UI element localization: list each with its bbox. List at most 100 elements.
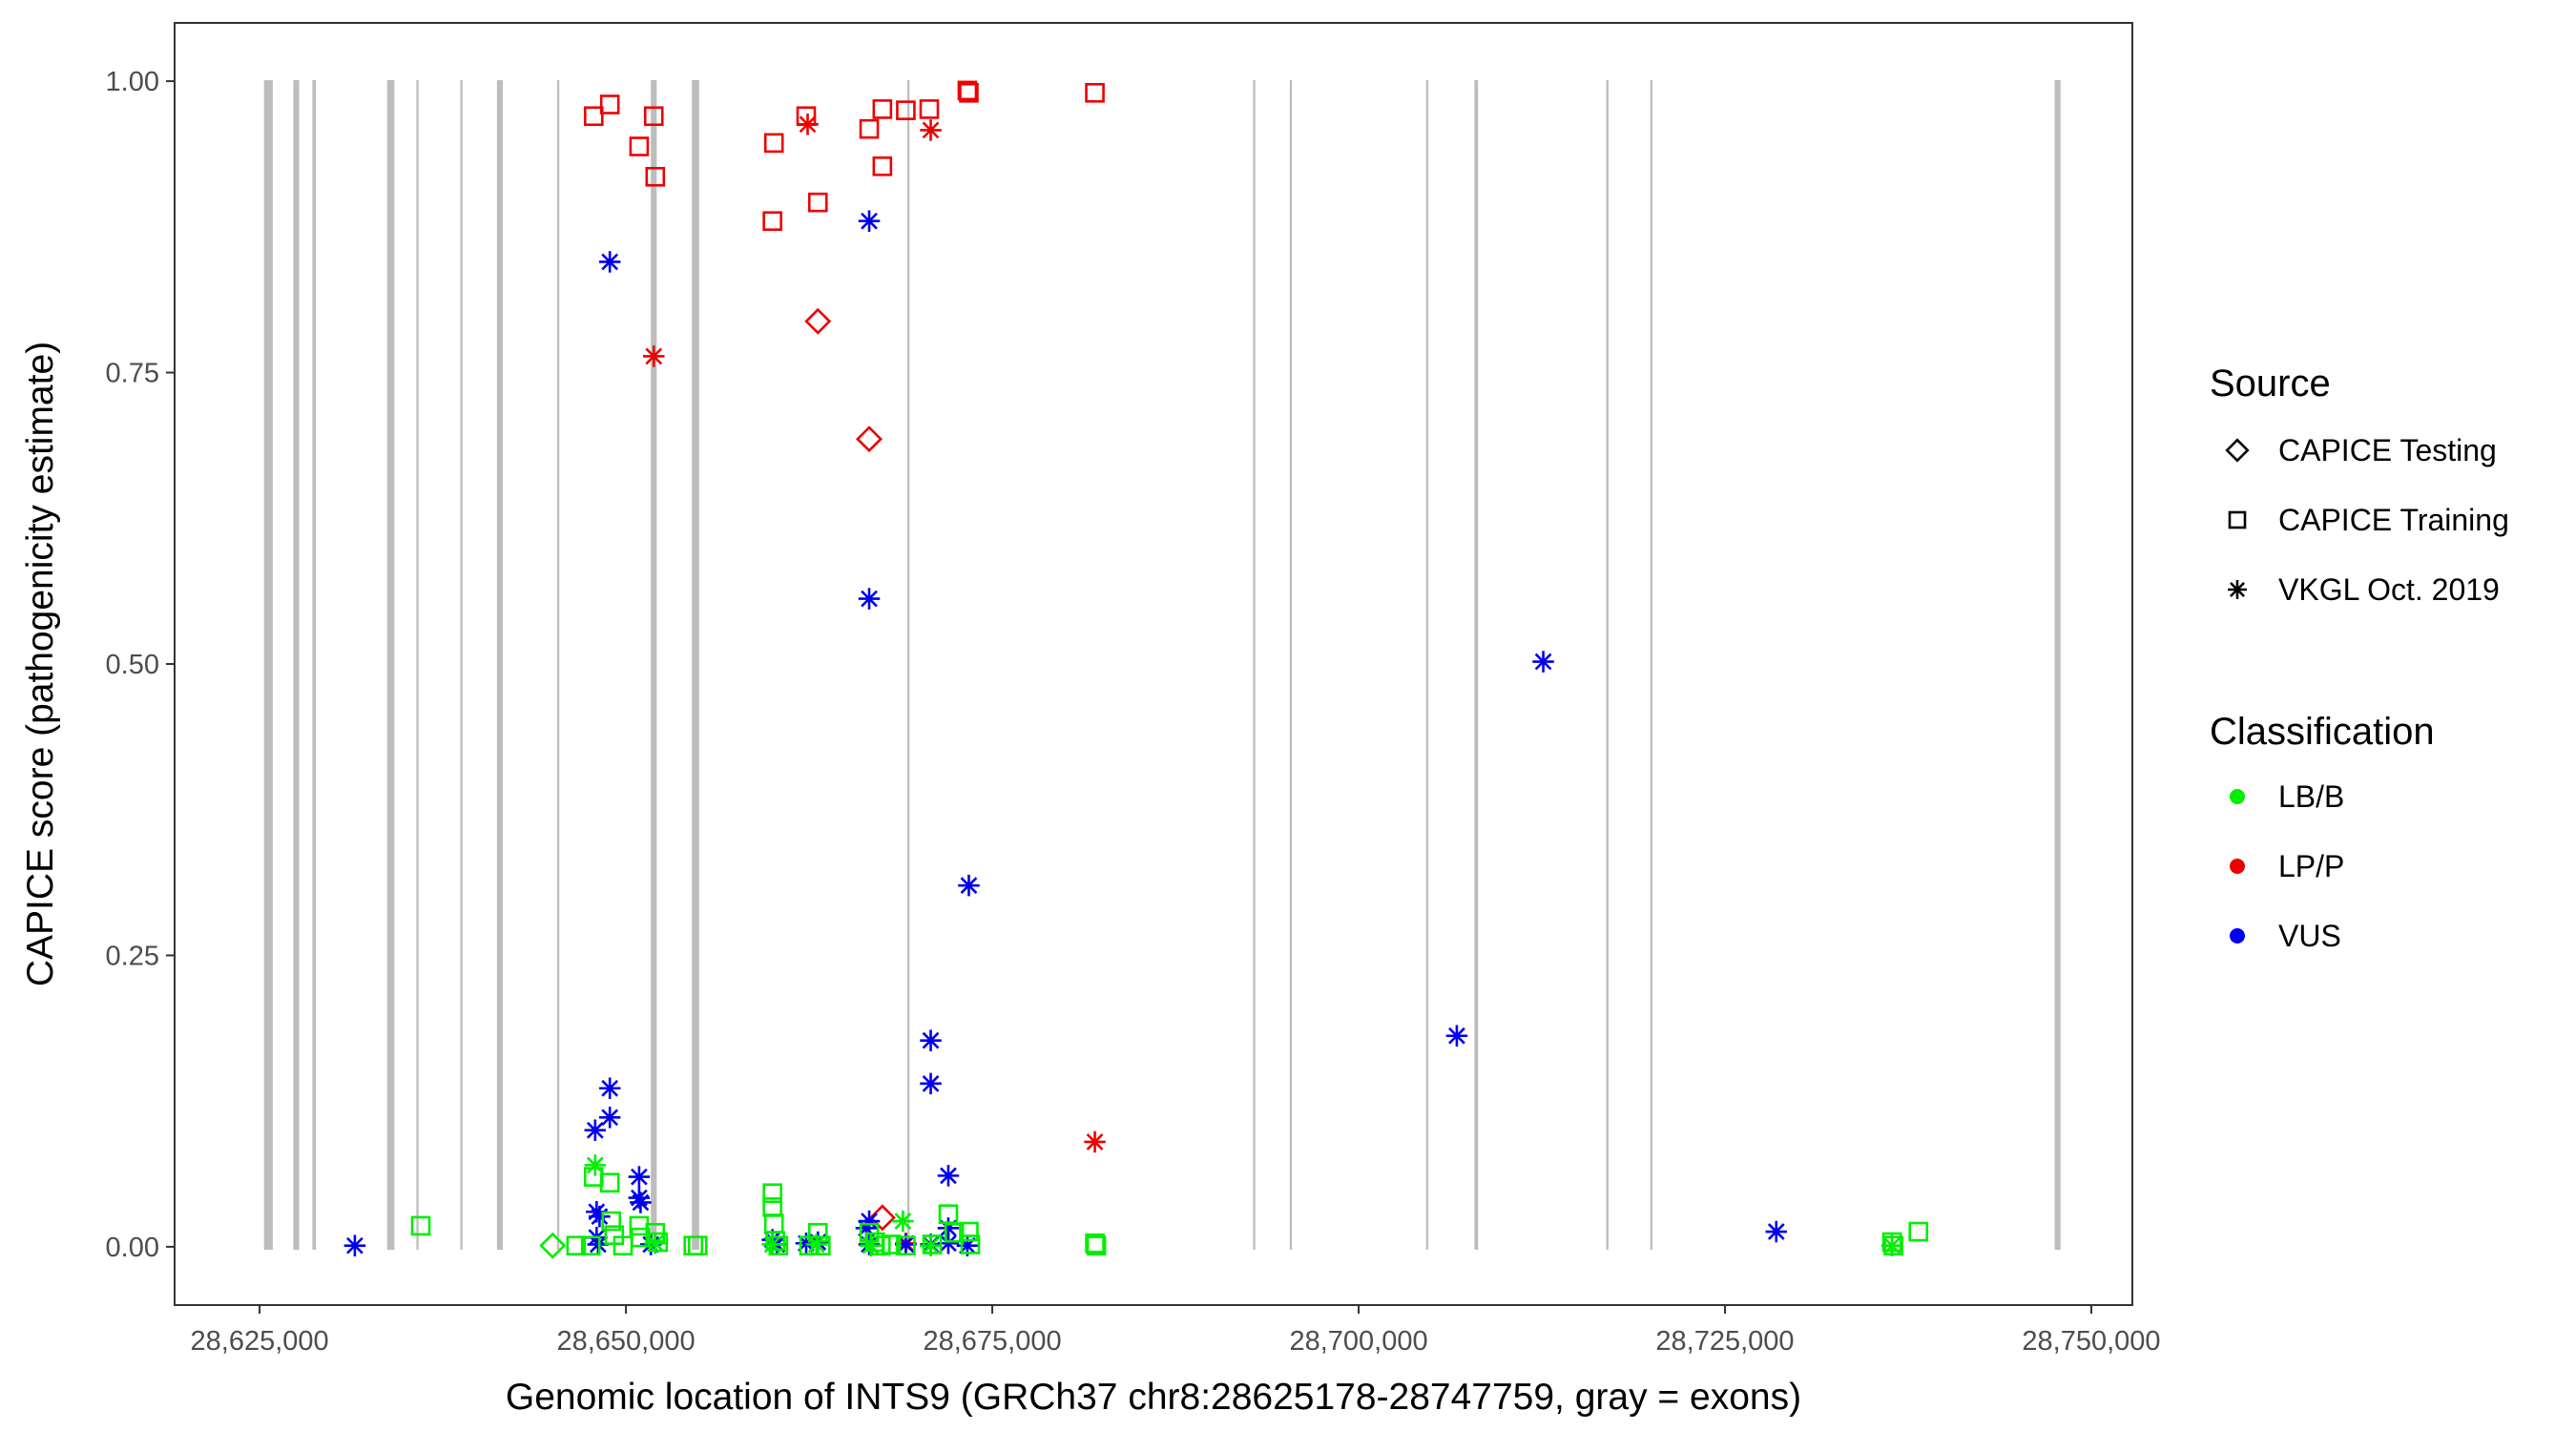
plot-background [175, 23, 2132, 1305]
point-square-lbb [1086, 1235, 1107, 1255]
point-asterisk-lbb [584, 1154, 607, 1176]
point-square-lpp [629, 136, 650, 156]
exon-band [312, 80, 317, 1250]
point-asterisk-lbb [1880, 1234, 1903, 1256]
y-tick-label: 1.00 [106, 67, 159, 97]
exon-band [1253, 80, 1256, 1250]
point-asterisk-vus [598, 1107, 621, 1129]
point-square-lpp [807, 192, 828, 213]
point-asterisk-vus [589, 1205, 611, 1228]
legend-class-label: LB/B [2278, 779, 2344, 814]
point-square-lbb [1908, 1221, 1929, 1242]
exon-band [556, 80, 560, 1250]
legend-source-label: VKGL Oct. 2019 [2278, 572, 2500, 607]
point-asterisk-vus [1445, 1025, 1468, 1047]
point-asterisk-lbb [860, 1234, 882, 1256]
y-tick-label: 0.00 [106, 1233, 159, 1263]
exon-band [1425, 80, 1428, 1250]
exon-band [906, 80, 910, 1250]
exon-band [263, 80, 273, 1250]
exon-band [651, 80, 657, 1250]
legend-color-key [2230, 789, 2245, 804]
point-square-lbb [762, 1183, 782, 1204]
legend-diamond-key [2225, 438, 2250, 463]
point-asterisk-lbb [920, 1234, 942, 1256]
point-asterisk-vus [598, 251, 621, 273]
point-asterisk-lbb [892, 1210, 914, 1233]
data-points [343, 80, 1929, 1259]
legend-source-items: CAPICE Testing CAPICE Training VKGL Oct. 2… [2225, 433, 2509, 607]
point-square-lpp [872, 156, 893, 176]
y-axis: 0.00 0.25 0.50 0.75 1.00 [106, 67, 175, 1263]
x-axis: 28,625,000 28,650,000 28,675,000 28,700,000… [191, 1305, 2161, 1357]
legend-square-key [2228, 510, 2247, 529]
point-asterisk-vus [628, 1166, 651, 1188]
point-square-lpp [643, 106, 664, 127]
point-asterisk-vus [958, 874, 980, 897]
exon-band [496, 80, 504, 1250]
point-square-lpp [763, 133, 784, 154]
point-asterisk-vus [937, 1165, 960, 1187]
legend-color-key [2230, 859, 2245, 874]
exon-band [1474, 80, 1479, 1250]
point-square-lbb [938, 1204, 959, 1224]
point-square-lpp [859, 118, 880, 139]
point-asterisk-lpp [920, 119, 942, 141]
point-square-lbb [688, 1235, 708, 1255]
point-asterisk-vus [1532, 651, 1554, 673]
legend-source-label: CAPICE Testing [2278, 433, 2497, 467]
legend-source-title: Source [2210, 363, 2331, 404]
point-square-lpp [1085, 83, 1105, 103]
point-square-lbb [410, 1215, 431, 1236]
x-tick-label: 28,675,000 [923, 1326, 1061, 1357]
point-square-lbb [601, 1211, 622, 1232]
point-square-lpp [599, 94, 620, 114]
point-square-lbb [959, 1221, 979, 1242]
legend-color-key [2230, 928, 2245, 944]
point-asterisk-vus [630, 1192, 652, 1213]
point-asterisk-vus [858, 588, 881, 610]
point-diamond-lbb [539, 1232, 567, 1259]
x-tick-label: 28,725,000 [1655, 1326, 1794, 1357]
point-square-lbb [1085, 1233, 1105, 1254]
point-square-lbb [580, 1235, 601, 1255]
point-asterisk-vus [584, 1119, 607, 1141]
legend-source-label: CAPICE Training [2278, 503, 2509, 537]
exon-band [293, 80, 300, 1250]
point-asterisk-lpp [642, 345, 665, 367]
x-tick-label: 28,700,000 [1289, 1326, 1427, 1357]
point-square-lpp [583, 106, 604, 127]
x-tick-label: 28,625,000 [191, 1326, 329, 1357]
legend-class-title: Classification [2210, 711, 2435, 753]
point-asterisk-vus [343, 1234, 366, 1256]
exon-band [1650, 80, 1652, 1250]
point-square-lpp [919, 99, 940, 119]
point-square-lbb [613, 1235, 634, 1255]
point-asterisk-vus [920, 1029, 942, 1051]
point-asterisk-vus [858, 210, 881, 232]
point-square-lbb [599, 1172, 620, 1193]
point-asterisk-lbb [644, 1232, 667, 1255]
legend: Source CAPICE Testing CAPICE Training VKGL… [2210, 363, 2509, 953]
x-tick-label: 28,750,000 [2022, 1326, 2160, 1357]
exon-band [386, 80, 395, 1250]
point-square-lbb [896, 1235, 916, 1255]
x-tick-label: 28,650,000 [556, 1326, 695, 1357]
exon-band [1289, 80, 1293, 1250]
point-square-lbb [566, 1235, 587, 1255]
point-square-lpp [762, 211, 782, 232]
y-axis-title: CAPICE score (pathogenicity estimate) [20, 342, 61, 986]
point-asterisk-lpp [797, 114, 819, 135]
legend-class-label: LP/P [2278, 849, 2344, 883]
point-diamond-lpp [804, 307, 832, 335]
point-square-lpp [645, 166, 666, 187]
exon-band [416, 80, 419, 1250]
point-diamond-lpp [868, 1204, 896, 1232]
point-square-lpp [959, 83, 979, 103]
exon-band [1606, 80, 1609, 1250]
point-square-lpp [957, 80, 978, 101]
exon-band [2054, 80, 2061, 1250]
point-asterisk-lpp [1084, 1130, 1106, 1153]
point-square-lbb [944, 1222, 965, 1243]
y-tick-label: 0.25 [106, 941, 159, 971]
